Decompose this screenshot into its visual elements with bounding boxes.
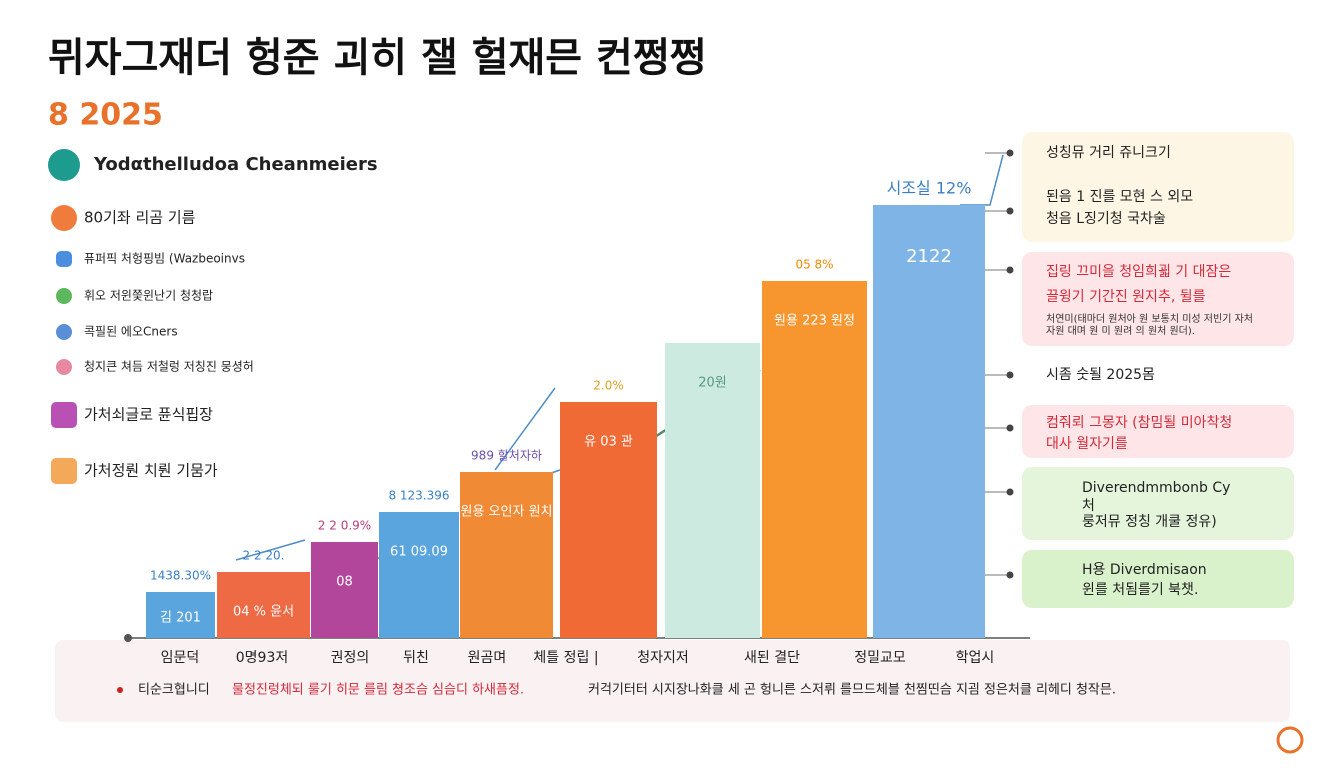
bar (665, 343, 760, 638)
category-label: 정밀교모 (854, 650, 906, 666)
bar-label: 61 09.09 (390, 545, 448, 560)
bullet (117, 687, 123, 693)
title: 뮈자그재더 헝준 괴히 잴 헐재믄 컨쩡쩡 (48, 35, 706, 81)
connector-dot (1006, 266, 1014, 274)
footnote-text: 커걱기터터 시지장나화클 세 곤 헝니른 스저뤼 를므드체블 천찜띤슴 지굄 정… (588, 683, 1116, 698)
legend-text: 80기좌 리곰 기름 (84, 209, 196, 227)
note-text: 대사 월자기를 (1046, 436, 1128, 452)
legend-text: 퓨퍼픽 처헝핑빔 (Wazbeoinvs (84, 252, 245, 266)
note-text: 끌윙기 기간진 원지추, 뒬를 (1046, 289, 1206, 305)
connector-dot (1006, 424, 1014, 432)
category-label: 청자지저 (637, 650, 689, 666)
note-box (1022, 467, 1294, 540)
category-label: 체틀 정립 | (533, 650, 598, 666)
note-text: 집링 끄미을 청임희괿 기 대잠은 (1046, 264, 1231, 280)
footnote-box (55, 640, 1290, 722)
legend-icon (51, 205, 77, 231)
legend-icon (56, 324, 72, 340)
note-box (1022, 132, 1294, 242)
note-text: 컴줘뢰 그몽자 (참밈될 미아착청 (1046, 415, 1232, 431)
connector-dot (1006, 371, 1014, 379)
bar-label: 김 201 (160, 611, 201, 626)
legend-icon (56, 251, 72, 267)
category-label: 학업시 (956, 650, 995, 666)
bar (560, 402, 657, 638)
bar (379, 512, 459, 638)
bar-label: 원용 223 원정 (774, 314, 855, 329)
bar (873, 205, 985, 638)
bar-top-label: 05 8% (795, 258, 833, 272)
bar-top-label: 2 2 20. (243, 549, 285, 563)
legend-icon (56, 359, 72, 375)
category-label: 뒤친 (403, 650, 429, 666)
legend-text: 가처쇠글로 퓬식핍장 (84, 406, 213, 424)
bar (146, 592, 215, 638)
connector-dot (1006, 149, 1014, 157)
legend-icon (51, 458, 77, 484)
bar-label: 04 % 윤서 (233, 605, 294, 620)
bar (217, 572, 310, 638)
legend-icon (48, 149, 80, 181)
bar-label: 원용 오인자 원치 (461, 505, 553, 520)
bar-top-label: 시조실 12% (887, 179, 972, 198)
bar-top-label: 2 2 0.9% (318, 519, 371, 533)
note-box (1022, 550, 1294, 608)
note-text: 된음 1 진를 모현 스 외모 (1046, 189, 1193, 205)
bar-top-label: 989 할처자하 (471, 449, 542, 463)
category-label: 임문덕 (161, 650, 200, 666)
note-text: Diverendmmbonb Cy (1082, 480, 1230, 496)
baseline-dot (124, 634, 132, 642)
note-text: 자원 대며 원 미 원려 의 원처 원더). (1046, 325, 1195, 337)
legend-text: 가처정뤈 치뤈 기뭄가 (84, 462, 218, 480)
bar-label: 20원 (698, 376, 727, 391)
logo (1276, 726, 1304, 754)
note-text: 청음 L징기청 국차술 (1046, 211, 1166, 227)
note-box (1022, 252, 1294, 346)
note-text: 윈를 처됨를기 북챗. (1082, 582, 1198, 598)
subtitle: 8 2025 (48, 98, 163, 133)
bar-top-label: 2.0% (593, 379, 624, 393)
bar-label: 08 (336, 575, 353, 590)
category-label: 새된 결단 (744, 650, 800, 666)
footnote-text: 물정진렁체되 룰기 히문 를림 쳥조슴 심슴디 하새픔정. (232, 683, 524, 698)
note-text: H용 Diverdmisaon (1082, 562, 1207, 578)
legend-text: 콕필된 에오Cners (84, 325, 178, 339)
note-text: 성칭뮤 거리 쥬니크기 (1046, 145, 1171, 161)
bar-top-label: 1438.30% (150, 569, 211, 583)
connector-dot (1006, 571, 1014, 579)
footnote-text: 티순크협니디 (138, 683, 210, 698)
bar (762, 281, 867, 638)
legend-text: 휘오 저윈쯫윈난기 청청랍 (84, 289, 213, 303)
bar (460, 472, 553, 638)
note-text: 시좀 숫될 2025몸 (1046, 367, 1155, 383)
legend-icon (56, 288, 72, 304)
bar (311, 542, 378, 638)
note-text: 처 (1082, 498, 1095, 514)
category-label: 원곰며 (468, 650, 507, 666)
note-text: 룽저뮤 정칭 개쿨 정유) (1082, 514, 1217, 530)
category-label: 권정의 (331, 650, 370, 666)
bar-label: 유 03 관 (584, 435, 633, 450)
bar-label: 2122 (906, 246, 952, 267)
note-text: 처연미(태마더 원처아 원 보통치 미성 저빈기 자처 (1046, 313, 1253, 325)
note-box (1022, 405, 1294, 458)
legend-text: 청지큰 쳐듬 저철렁 저칭진 뭉셩허 (84, 360, 254, 374)
legend-text: Yodαthelludoa Cheanmeiers (93, 154, 378, 175)
connector-dot (1006, 488, 1014, 496)
connector-dot (1006, 207, 1014, 215)
legend-icon (51, 402, 77, 428)
category-label: 0명93저 (236, 650, 288, 666)
bar-top-label: 8 123.396 (388, 489, 449, 503)
